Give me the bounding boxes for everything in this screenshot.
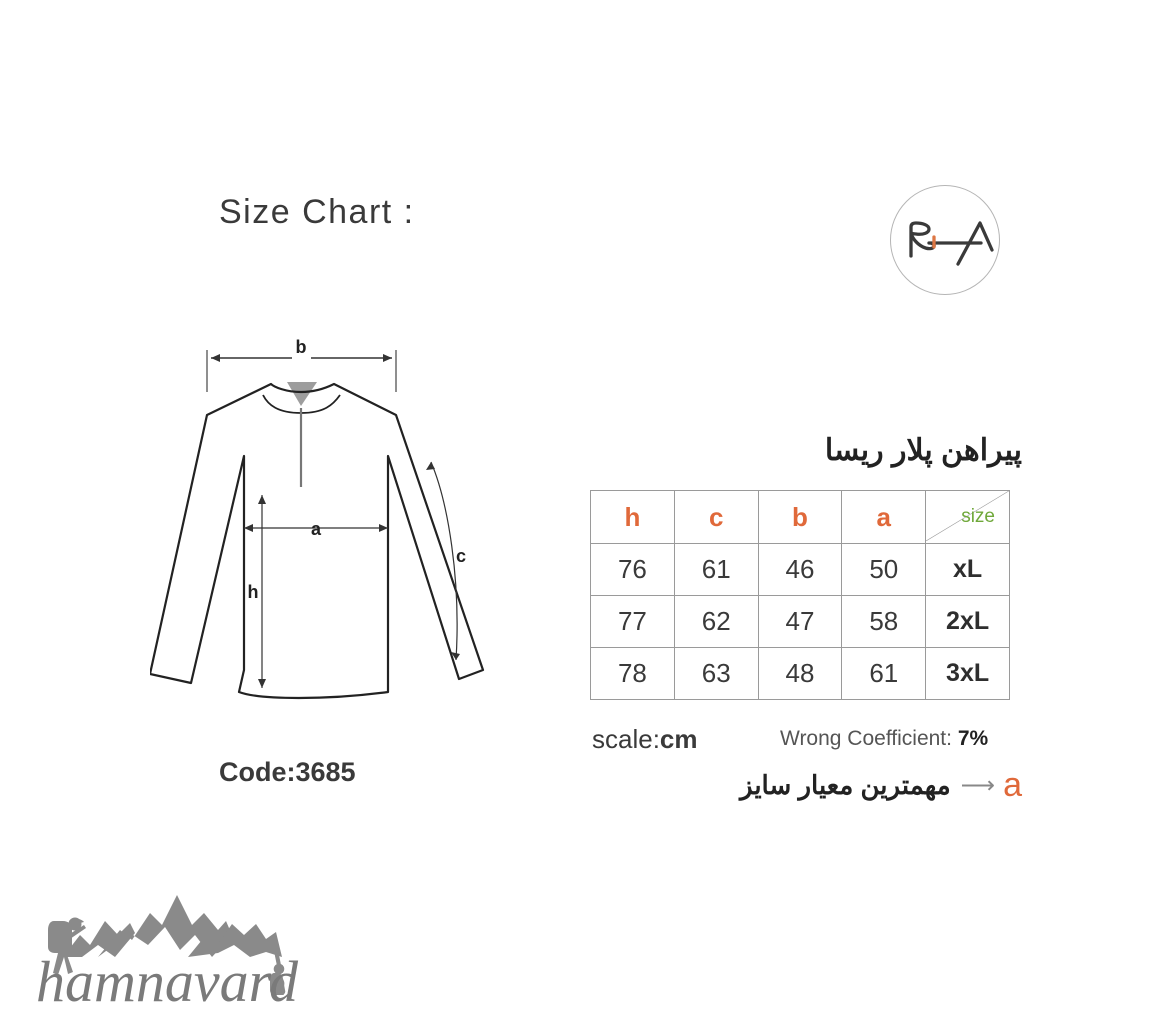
svg-text:b: b xyxy=(296,337,307,357)
svg-text:h: h xyxy=(248,582,259,602)
svg-text:c: c xyxy=(456,546,466,566)
svg-text:a: a xyxy=(311,519,322,539)
